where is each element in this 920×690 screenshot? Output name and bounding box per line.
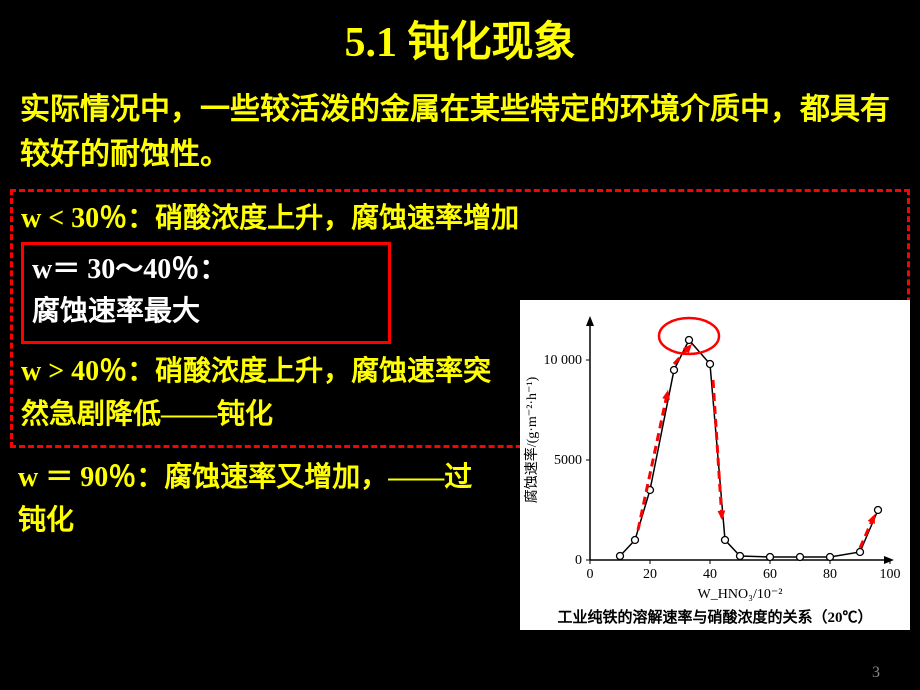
slide-title: 5.1 钝化现象 [0, 0, 920, 69]
svg-text:100: 100 [880, 567, 901, 582]
condition-max-b: 腐蚀速率最大 [32, 291, 380, 333]
svg-text:0: 0 [587, 567, 594, 582]
corrosion-chart: 0 5000 10 000 0 20 40 60 80 100 腐蚀速率/(g·m⁻²·h⁻¹) W… [520, 300, 910, 630]
svg-text:0: 0 [575, 553, 582, 568]
svg-text:10 000: 10 000 [544, 353, 583, 368]
intro-text: 实际情况中，一些较活泼的金属在某些特定的环境介质中，都具有较好的耐蚀性。 [0, 69, 920, 177]
condition-max-a: w＝ 30～40％： [32, 249, 380, 291]
svg-text:5000: 5000 [554, 453, 582, 468]
condition-overpassivation: w ＝ 90％：腐蚀速率又增加，——过钝化 [0, 448, 500, 543]
svg-text:腐蚀速率/(g·m⁻²·h⁻¹): 腐蚀速率/(g·m⁻²·h⁻¹) [523, 376, 540, 503]
condition-low: w < 30％：硝酸浓度上升，腐蚀速率增加 [21, 196, 899, 236]
svg-text:60: 60 [763, 567, 777, 582]
page-number: 3 [872, 664, 880, 682]
svg-text:40: 40 [703, 567, 717, 582]
svg-text:20: 20 [643, 567, 657, 582]
solid-highlight-box: w＝ 30～40％： 腐蚀速率最大 [21, 242, 391, 344]
svg-text:W_HNO₃/10⁻²: W_HNO₃/10⁻² [698, 587, 783, 602]
svg-text:80: 80 [823, 567, 837, 582]
svg-text:工业纯铁的溶解速率与硝酸浓度的关系（20℃）: 工业纯铁的溶解速率与硝酸浓度的关系（20℃） [557, 608, 872, 626]
condition-passivation: w > 40％：硝酸浓度上升，腐蚀速率突然急剧降低——钝化 [21, 350, 501, 437]
